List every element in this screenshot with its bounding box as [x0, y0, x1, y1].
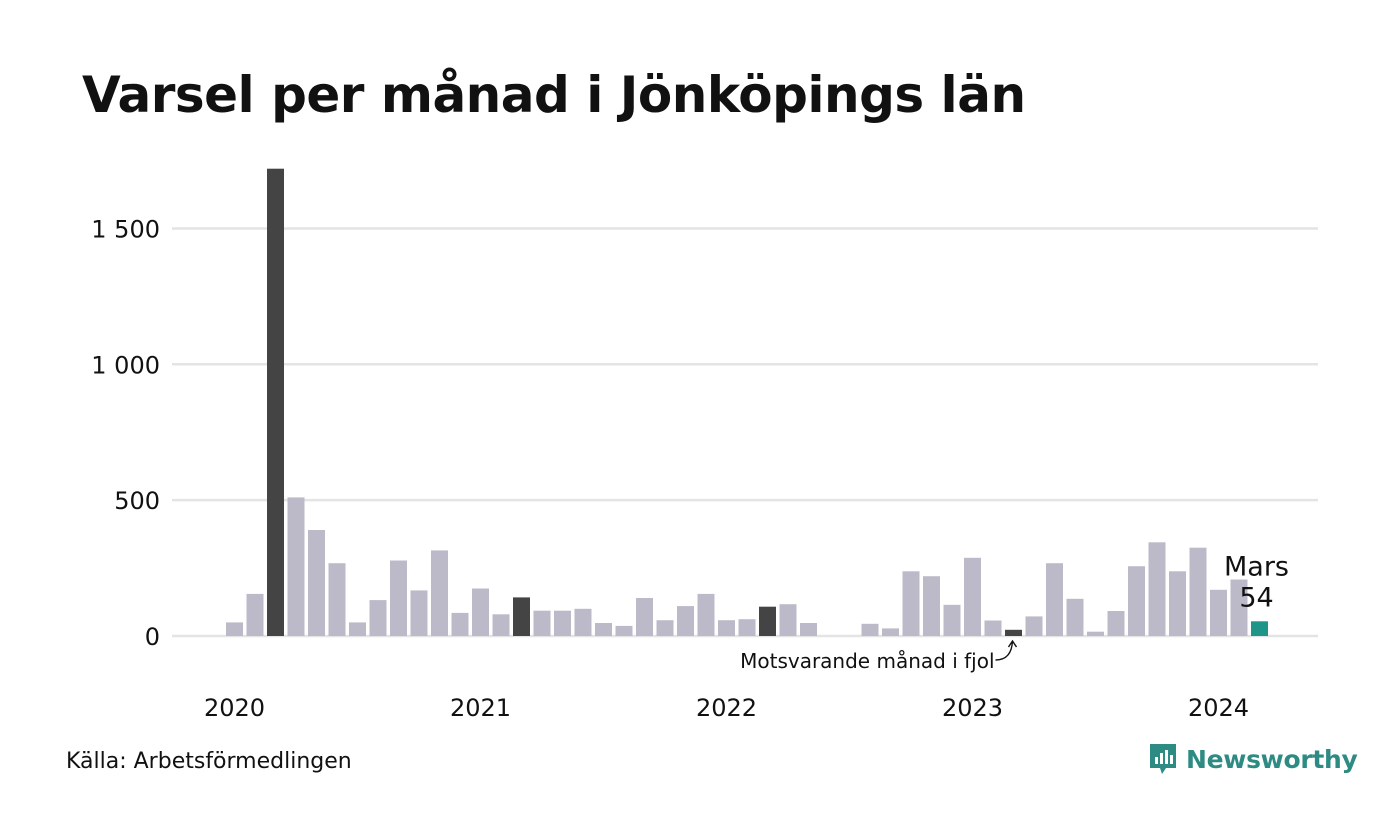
- bar: [738, 619, 756, 636]
- bar: [943, 604, 961, 636]
- bar: [1087, 631, 1104, 636]
- bar: [349, 622, 366, 636]
- bar: [472, 588, 489, 636]
- bar: [308, 530, 325, 636]
- x-tick-label: 2021: [450, 694, 511, 722]
- bar: [1210, 589, 1227, 636]
- bar: [226, 622, 243, 636]
- bar: [492, 614, 510, 636]
- bar: [964, 557, 981, 636]
- bar: [595, 623, 612, 636]
- bar: [882, 628, 899, 636]
- current-month-label: Mars: [1224, 551, 1289, 582]
- brand-name: Newsworthy: [1186, 744, 1358, 774]
- bar: [656, 620, 674, 636]
- bars: [226, 168, 1268, 636]
- bar: [1230, 579, 1248, 636]
- bar: [554, 610, 571, 636]
- bar: [636, 598, 653, 636]
- bar: [718, 620, 735, 636]
- bar: [1189, 547, 1207, 636]
- source-label: Källa: Arbetsförmedlingen: [66, 749, 352, 774]
- bar: [574, 608, 592, 636]
- bar: [328, 563, 346, 636]
- bar: [861, 623, 879, 636]
- annotations: Mars 54 Motsvarande månad i fjol: [740, 551, 1289, 673]
- bar: [533, 610, 551, 636]
- x-tick-label: 2020: [204, 694, 265, 722]
- annotation-label: Motsvarande månad i fjol: [740, 649, 994, 673]
- bar: [779, 604, 797, 636]
- x-axis-tick-labels: 2020 2021 2022 2023 2024: [204, 694, 1249, 722]
- bar: [431, 550, 448, 636]
- bar: [1251, 621, 1268, 636]
- bar: [390, 560, 407, 636]
- bar: [984, 620, 1002, 636]
- bar: [1107, 611, 1125, 636]
- bar: [1066, 598, 1084, 636]
- bar: [902, 571, 920, 636]
- y-tick-label: 1 500: [91, 215, 160, 243]
- bar: [677, 606, 694, 636]
- newsworthy-logo-icon: [1150, 744, 1176, 774]
- bar: [451, 612, 469, 636]
- bar: [1148, 542, 1166, 636]
- bar: [1046, 563, 1063, 636]
- bar: [287, 497, 305, 636]
- x-tick-label: 2024: [1188, 694, 1249, 722]
- y-tick-label: 1 000: [91, 351, 160, 379]
- bar: [759, 606, 776, 636]
- y-axis-tick-labels: 0 500 1 000 1 500: [91, 215, 160, 651]
- x-tick-label: 2023: [942, 694, 1003, 722]
- chart-title: Varsel per månad i Jönköpings län: [82, 66, 1026, 124]
- bar: [246, 593, 264, 636]
- brand-logo: Newsworthy: [1148, 742, 1358, 776]
- bar: [1025, 616, 1043, 636]
- bar: [800, 623, 817, 636]
- bar: [267, 168, 284, 636]
- bar: [369, 600, 387, 636]
- bar: [615, 625, 633, 636]
- bar: [1005, 629, 1022, 636]
- annotation-arrow: [995, 639, 1018, 661]
- bar: [513, 597, 530, 636]
- bar: [697, 593, 715, 636]
- bar: [1128, 566, 1145, 636]
- bar: [410, 590, 428, 636]
- y-tick-label: 500: [114, 487, 160, 515]
- bar: [1169, 571, 1186, 636]
- y-tick-label: 0: [145, 623, 160, 651]
- x-tick-label: 2022: [696, 694, 757, 722]
- current-value-label: 54: [1239, 582, 1273, 613]
- bar: [923, 576, 940, 636]
